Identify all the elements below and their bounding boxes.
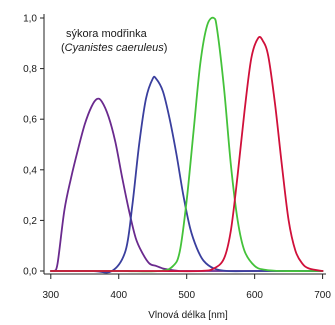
x-tick-label: 500 — [178, 290, 195, 301]
y-tick-label: 0,4 — [23, 165, 37, 176]
axes — [43, 14, 326, 275]
series-line-3 — [49, 16, 324, 273]
series-line-1 — [53, 97, 324, 272]
x-tick-label: 400 — [110, 290, 127, 301]
x-ticks: 300 400 500 600 700 — [42, 274, 331, 301]
series-line-4 — [49, 36, 324, 273]
y-ticks: 0,0 0,2 0,4 0,6 0,8 1,0 — [23, 14, 44, 278]
y-tick-label: 1,0 — [23, 14, 37, 25]
y-tick-label: 0,6 — [23, 115, 37, 126]
annotation-line1: sýkora modřinka — [66, 28, 148, 40]
annotation-species: Cyanistes caeruleus — [65, 42, 165, 54]
y-tick-label: 0,2 — [23, 216, 37, 227]
annotation-close-paren: ) — [164, 42, 168, 54]
series-line-2 — [49, 75, 324, 274]
annotation-open-paren: ( — [61, 42, 65, 54]
y-tick-label: 0,8 — [23, 64, 37, 75]
x-axis-label: Vlnová délka [nm] — [148, 310, 228, 321]
annotation-line2: (Cyanistes caeruleus) — [61, 42, 167, 54]
x-tick-label: 300 — [42, 290, 59, 301]
series-layer — [49, 16, 324, 274]
x-tick-label: 600 — [246, 290, 263, 301]
x-tick-label: 700 — [314, 290, 331, 301]
y-tick-label: 0,0 — [23, 267, 37, 278]
